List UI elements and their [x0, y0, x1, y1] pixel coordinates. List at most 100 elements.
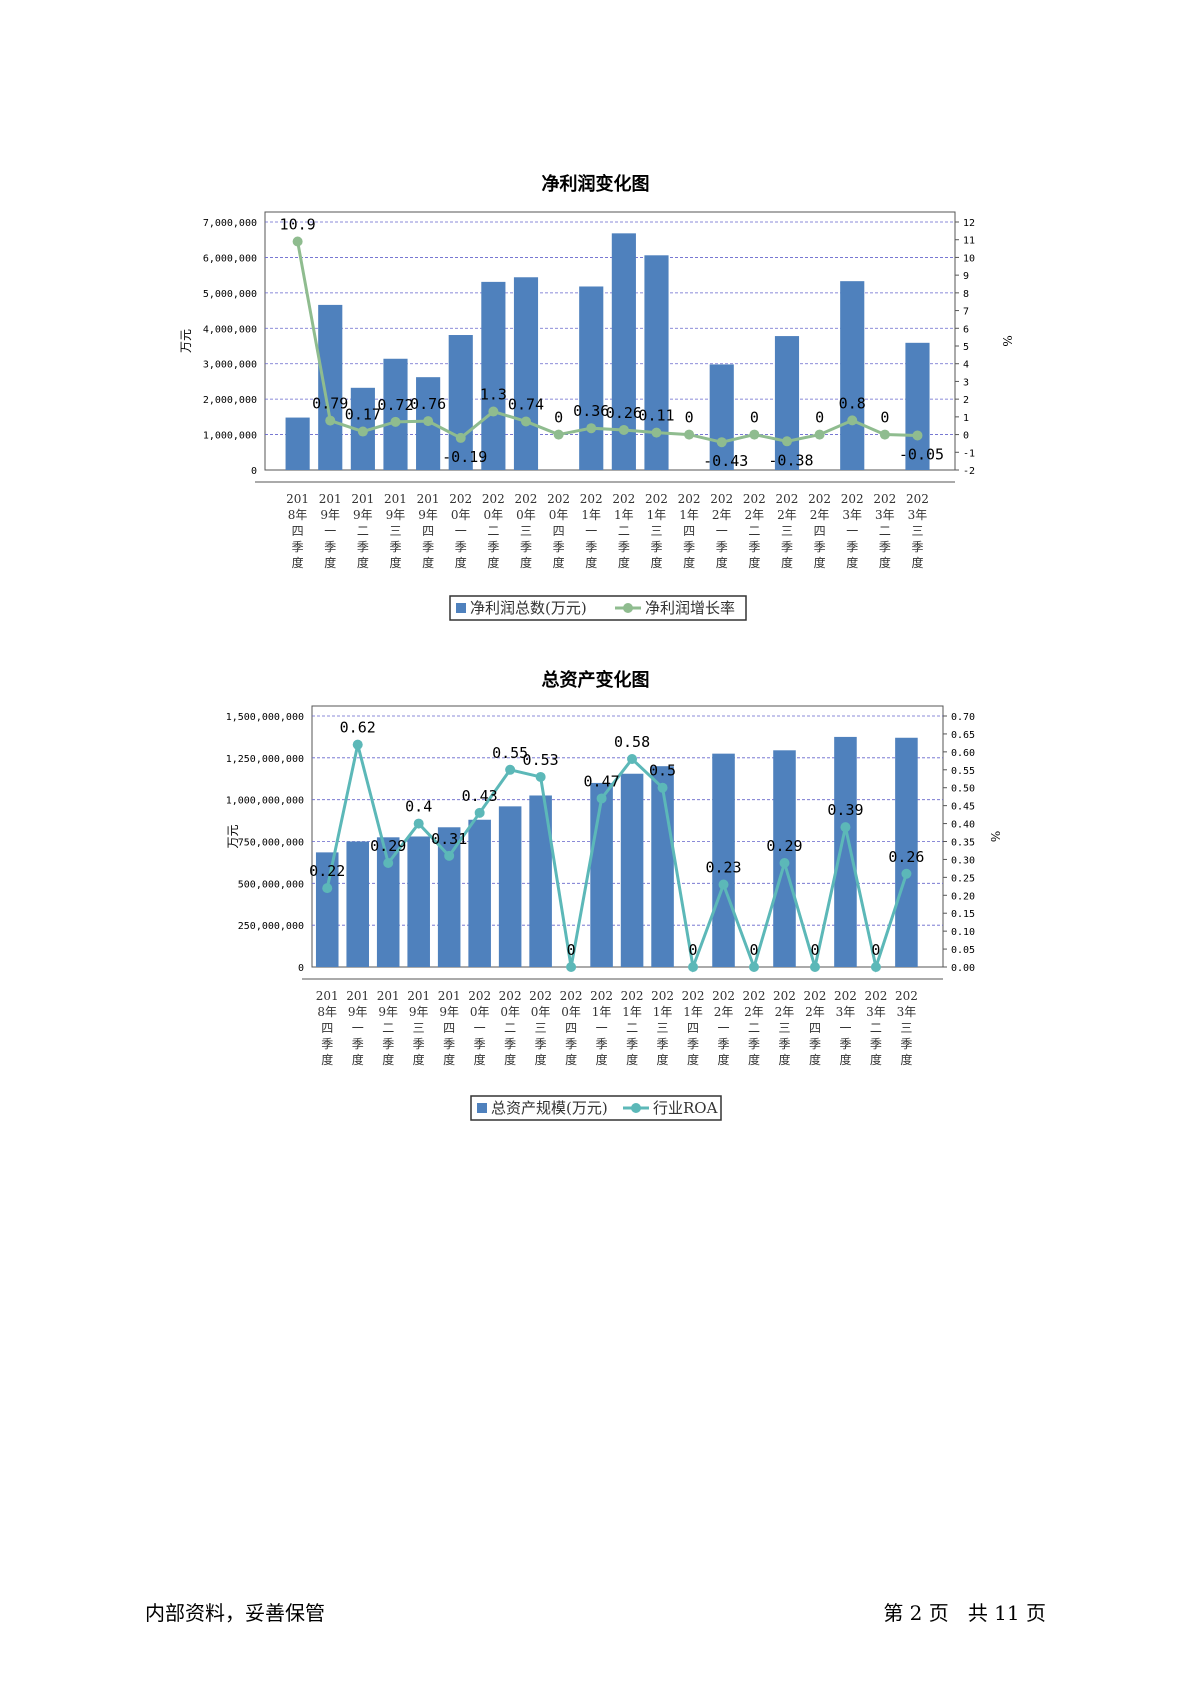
x-tick-label: 202 — [499, 989, 522, 1003]
x-tick-label: 季 — [683, 540, 695, 554]
bar — [448, 335, 473, 470]
right-tick-label: 0.35 — [951, 838, 975, 849]
left-tick-label: 0 — [251, 466, 257, 477]
data-label: 0.58 — [614, 733, 650, 751]
x-tick-label: 三 — [413, 1021, 425, 1035]
bar — [895, 737, 918, 967]
x-tick-label: 四 — [292, 524, 304, 538]
line-point — [566, 962, 577, 972]
x-tick-label: 季 — [535, 1037, 547, 1051]
x-tick-label: 度 — [585, 555, 597, 570]
legend-line-label: 净利润增长率 — [645, 599, 735, 617]
bar — [513, 277, 539, 470]
left-tick-label: 1,500,000,000 — [226, 712, 304, 723]
x-tick-label: 季 — [839, 1037, 851, 1051]
x-tick-label: 二 — [504, 1021, 516, 1035]
x-tick-label: 9年 — [353, 508, 373, 522]
x-tick-label: 1年 — [679, 508, 699, 522]
right-tick-label: 10 — [963, 253, 975, 264]
x-tick-label: 度 — [900, 1052, 912, 1067]
x-tick-label: 四 — [422, 524, 434, 538]
x-tick-label: 度 — [474, 1052, 486, 1067]
x-tick-label: 202 — [895, 989, 918, 1003]
data-label: 0.72 — [377, 396, 413, 414]
bar — [620, 773, 644, 967]
x-tick-label: 季 — [487, 540, 499, 554]
line-point — [651, 427, 662, 438]
line-point — [292, 236, 303, 247]
line-point — [870, 962, 881, 972]
x-tick-label: 202 — [590, 989, 613, 1003]
data-label: 0.55 — [492, 744, 528, 762]
data-label: 0.29 — [370, 837, 406, 855]
legend-line-marker — [631, 1103, 641, 1113]
x-tick-label: 度 — [487, 555, 499, 570]
x-tick-label: 季 — [657, 1037, 669, 1051]
x-tick-label: 度 — [879, 555, 891, 570]
x-tick-label: 季 — [474, 1037, 486, 1051]
data-label: 0.39 — [827, 801, 863, 819]
x-tick-label: 0年 — [451, 508, 471, 522]
line-point — [520, 416, 531, 427]
x-tick-label: 季 — [778, 1037, 790, 1051]
data-label: 0.23 — [705, 859, 741, 877]
x-tick-label: 三 — [657, 1021, 669, 1035]
legend-bar-swatch — [456, 603, 466, 613]
x-tick-label: 0年 — [561, 1005, 581, 1019]
x-tick-label: 一 — [474, 1021, 486, 1035]
x-tick-label: 3年 — [836, 1005, 856, 1019]
x-tick-label: 度 — [814, 555, 826, 570]
x-tick-label: 度 — [596, 1052, 608, 1067]
x-tick-label: 202 — [864, 989, 887, 1003]
x-tick-label: 季 — [618, 540, 630, 554]
right-tick-label: 0.15 — [951, 909, 975, 920]
right-tick-label: 9 — [963, 271, 969, 282]
x-tick-label: 0年 — [484, 508, 504, 522]
x-tick-label: 度 — [657, 1052, 669, 1067]
x-tick-label: 季 — [324, 540, 336, 554]
line-point — [474, 807, 485, 818]
x-tick-label: 1年 — [614, 508, 634, 522]
line-point — [840, 822, 851, 833]
x-tick-label: 一 — [585, 524, 597, 538]
x-tick-label: 度 — [846, 555, 858, 570]
x-tick-label: 度 — [870, 1052, 882, 1067]
x-tick-label: 201 — [286, 492, 309, 506]
line-point — [879, 429, 890, 440]
x-tick-label: 202 — [873, 492, 896, 506]
line-point — [423, 416, 434, 427]
line-point — [505, 764, 516, 775]
x-tick-label: 三 — [911, 524, 923, 538]
x-tick-label: 3年 — [875, 508, 895, 522]
x-tick-label: 202 — [515, 492, 538, 506]
line-point — [716, 437, 727, 448]
right-tick-label: 0.10 — [951, 927, 975, 938]
x-tick-label: 1年 — [592, 1005, 612, 1019]
line-point — [413, 818, 424, 829]
total-assets-chart: 0 250,000,000 500,000,000 750,000,000 1,000,… — [226, 705, 1002, 1121]
bar — [840, 281, 865, 470]
line-point — [779, 858, 790, 869]
x-tick-label: 二 — [879, 524, 891, 538]
x-tick-label: 202 — [841, 492, 864, 506]
line-point — [488, 406, 499, 417]
line-point — [901, 868, 912, 879]
legend-box — [470, 1095, 722, 1121]
x-tick-label: 季 — [718, 1037, 730, 1051]
data-label: 0.36 — [573, 402, 609, 420]
line-point — [357, 426, 368, 437]
x-tick-label: 季 — [846, 540, 858, 554]
x-tick-label: 度 — [389, 555, 401, 570]
line-point — [912, 430, 923, 441]
data-label: 0.8 — [839, 394, 866, 412]
data-label: 0.79 — [312, 395, 348, 413]
x-tick-label: 季 — [413, 1037, 425, 1051]
data-label: 0.26 — [606, 404, 642, 422]
x-tick-label: 201 — [377, 989, 400, 1003]
x-tick-label: 2年 — [810, 508, 830, 522]
x-tick-label: 8年 — [288, 508, 308, 522]
bar — [437, 827, 461, 967]
x-tick-label: 季 — [716, 540, 728, 554]
x-tick-label: 二 — [382, 1021, 394, 1035]
right-tick-label: 0.00 — [951, 963, 975, 974]
